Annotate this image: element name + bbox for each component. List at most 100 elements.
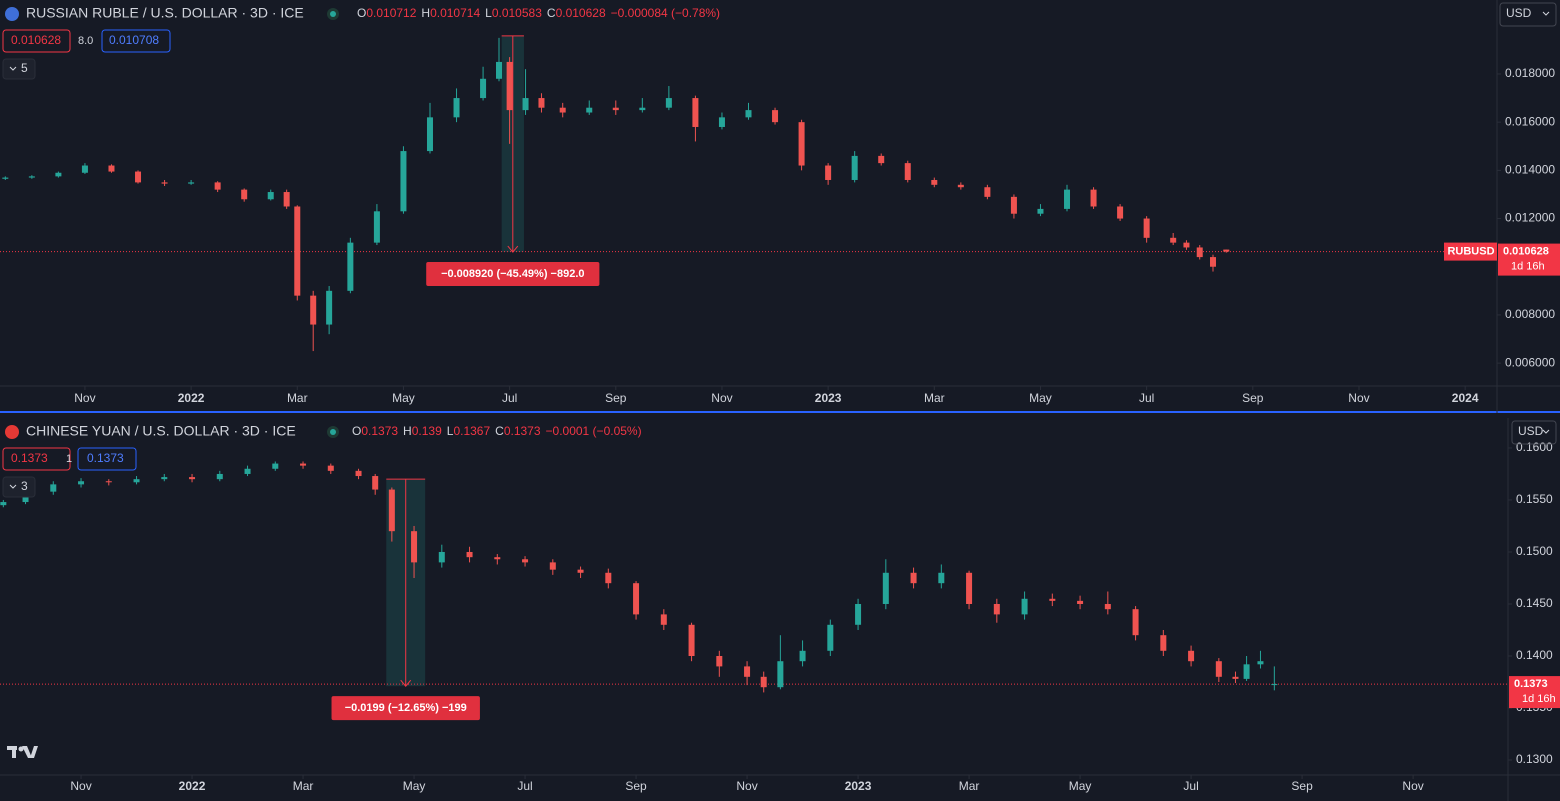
candle-body bbox=[1021, 598, 1028, 615]
indicators-count[interactable]: 3 bbox=[21, 479, 28, 493]
candle-body bbox=[1090, 189, 1097, 207]
candle-body bbox=[55, 172, 62, 177]
candle-body bbox=[1232, 676, 1239, 679]
candle-body bbox=[692, 98, 699, 127]
candle-body bbox=[105, 481, 112, 483]
candle-body bbox=[910, 572, 917, 584]
candle-body bbox=[135, 171, 142, 183]
candle-body bbox=[745, 110, 752, 118]
buy-price[interactable]: 0.010708 bbox=[109, 33, 159, 47]
candle-body bbox=[799, 650, 806, 662]
candle-body bbox=[605, 572, 612, 584]
candle-body bbox=[688, 624, 695, 656]
x-tick-label: Sep bbox=[625, 779, 647, 793]
symbol-icon bbox=[5, 7, 19, 21]
candle-body bbox=[827, 624, 834, 651]
candle-body bbox=[1010, 196, 1017, 214]
candle-body bbox=[1132, 609, 1139, 636]
candle-body bbox=[660, 614, 667, 625]
candle-body bbox=[0, 502, 7, 506]
x-tick-label: Jul bbox=[517, 779, 532, 793]
sell-price[interactable]: 0.010628 bbox=[11, 33, 61, 47]
candle-body bbox=[1170, 237, 1177, 243]
candle-body bbox=[214, 182, 221, 190]
candle-body bbox=[241, 189, 248, 200]
sell-box[interactable] bbox=[2, 29, 71, 53]
candle-body bbox=[326, 290, 333, 325]
y-tick-label: 0.1300 bbox=[1516, 752, 1553, 766]
measure-label-box bbox=[331, 696, 480, 721]
candle-body bbox=[294, 206, 301, 296]
candle-body bbox=[993, 603, 1000, 615]
legend-key: H bbox=[421, 6, 430, 20]
x-tick-label: Mar bbox=[924, 391, 945, 405]
candle-body bbox=[825, 165, 832, 180]
legend-value: 0.010583 bbox=[492, 6, 542, 20]
sell-box[interactable] bbox=[2, 447, 71, 471]
indicators-toggle[interactable] bbox=[2, 58, 36, 80]
currency-box[interactable] bbox=[1511, 420, 1557, 445]
candle-body bbox=[984, 187, 991, 197]
candle-body bbox=[426, 117, 433, 152]
legend-key: L bbox=[447, 424, 454, 438]
currency-chevron[interactable] bbox=[1542, 11, 1550, 16]
candle-body bbox=[161, 182, 168, 184]
currency[interactable]: USD bbox=[1506, 6, 1532, 20]
legend-value: 0.139 bbox=[412, 424, 442, 438]
legend-value: 0.1373 bbox=[361, 424, 398, 438]
candle-body bbox=[1077, 600, 1084, 604]
candle-body bbox=[496, 61, 502, 79]
candle-body bbox=[522, 559, 529, 563]
legend-value: 0.1367 bbox=[453, 424, 490, 438]
x-tick-label: 2022 bbox=[179, 779, 206, 793]
candle-body bbox=[549, 562, 556, 570]
buy-box[interactable] bbox=[77, 447, 137, 471]
indicators-count[interactable]: 5 bbox=[21, 61, 28, 75]
candle-body bbox=[855, 603, 862, 625]
x-tick-label: Nov bbox=[70, 779, 91, 793]
x-tick-label: May bbox=[1029, 391, 1052, 405]
spread: 1 bbox=[66, 453, 72, 465]
candle-body bbox=[466, 551, 473, 558]
indicators-toggle[interactable] bbox=[2, 476, 36, 498]
candle-body bbox=[1104, 603, 1111, 610]
sell-price[interactable]: 0.1373 bbox=[11, 451, 48, 465]
candle-body bbox=[1188, 650, 1195, 662]
candle-body bbox=[388, 489, 395, 532]
symbol-title: CHINESE YUAN / U.S. DOLLAR · 3D · ICE bbox=[26, 423, 296, 439]
currency-box[interactable] bbox=[1499, 2, 1557, 27]
status-dot-inner bbox=[330, 429, 336, 435]
candle-body bbox=[310, 295, 317, 325]
legend-value: 0.1373 bbox=[504, 424, 541, 438]
candle-body bbox=[133, 479, 140, 483]
candle-body bbox=[438, 551, 445, 563]
candle-body bbox=[522, 98, 529, 111]
y-tick-label: 0.1450 bbox=[1516, 596, 1553, 610]
measure-label-box bbox=[426, 262, 600, 287]
x-tick-label: Nov bbox=[1348, 391, 1369, 405]
candle-body bbox=[161, 477, 168, 480]
currency-chevron[interactable] bbox=[1542, 429, 1550, 434]
buy-price[interactable]: 0.1373 bbox=[87, 451, 124, 465]
candle-body bbox=[1271, 684, 1278, 686]
candle-body bbox=[586, 107, 593, 113]
candle-body bbox=[189, 477, 196, 480]
candle-body bbox=[347, 242, 354, 291]
x-tick-label: Nov bbox=[711, 391, 732, 405]
candle-body bbox=[538, 98, 545, 108]
buy-box[interactable] bbox=[101, 29, 171, 53]
candle-body bbox=[283, 192, 290, 207]
y-tick-label: 0.1500 bbox=[1516, 544, 1553, 558]
x-tick-label: Nov bbox=[736, 779, 757, 793]
currency[interactable]: USD bbox=[1518, 424, 1544, 438]
candle-body bbox=[372, 476, 379, 490]
legend-value: 0.010712 bbox=[366, 6, 416, 20]
x-tick-label: May bbox=[1069, 779, 1092, 793]
y-tick-label: 0.1400 bbox=[1516, 648, 1553, 662]
indicators-chevron bbox=[9, 484, 17, 489]
ohlc-legend: O0.1373 H0.139 L0.1367 C0.1373 −0.0001 (−0.0… bbox=[352, 424, 642, 438]
candle-body bbox=[798, 122, 805, 166]
candle-body bbox=[957, 184, 964, 188]
candle-body bbox=[1257, 661, 1264, 665]
x-tick-label: 2023 bbox=[815, 391, 842, 405]
